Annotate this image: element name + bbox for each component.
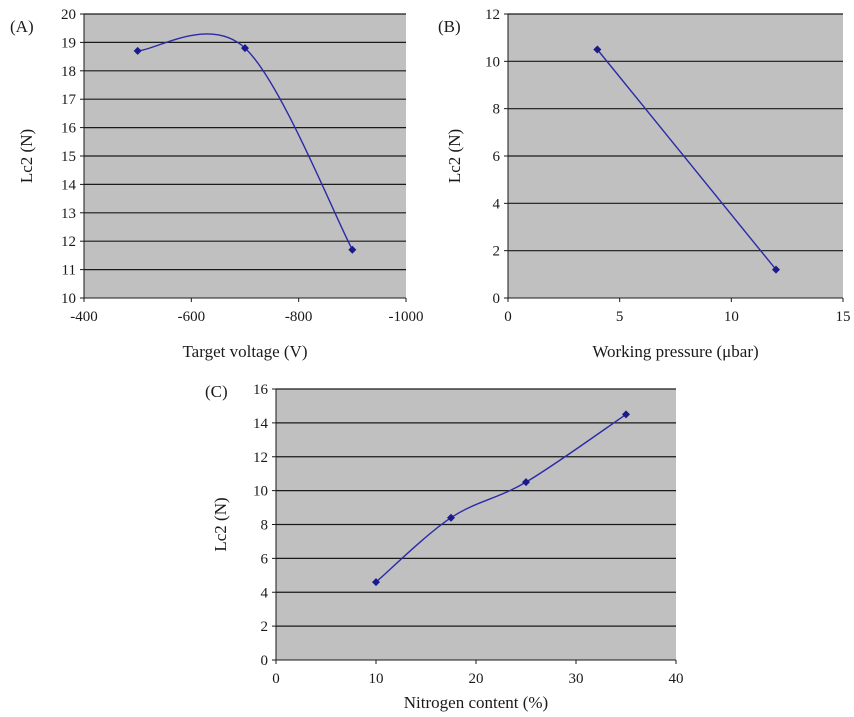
x-tick-label: 30 — [569, 671, 584, 687]
x-tick-label: 40 — [669, 671, 684, 687]
y-tick-label: 15 — [61, 149, 76, 165]
y-tick-label: 14 — [253, 416, 269, 432]
data-point — [348, 245, 357, 254]
x-tick-label: 5 — [616, 309, 624, 325]
y-tick-label: 12 — [485, 7, 500, 23]
y-tick-label: 11 — [62, 263, 76, 279]
y-tick-label: 12 — [253, 450, 268, 466]
data-point — [133, 46, 142, 55]
y-tick-label: 10 — [253, 484, 268, 500]
y-tick-label: 16 — [61, 121, 77, 137]
x-axis-title: Working pressure (μbar) — [592, 342, 758, 361]
series-line — [137, 33, 353, 251]
x-tick-label: -800 — [285, 309, 313, 325]
y-tick-label: 8 — [261, 518, 269, 534]
y-tick-label: 20 — [61, 7, 76, 23]
y-tick-label: 14 — [61, 177, 77, 193]
panel-label: (B) — [438, 17, 461, 36]
y-tick-label: 12 — [61, 234, 76, 250]
panel-label: (A) — [10, 17, 34, 36]
y-tick-label: 2 — [493, 244, 501, 260]
y-tick-label: 10 — [485, 54, 500, 70]
chart-panel-a: 10 11 12 13 14 15 16 17 18 19 20 -400 -600 -800 -1000 T… — [10, 7, 424, 361]
data-point — [447, 513, 455, 522]
y-axis-title: Lc2 (N) — [445, 129, 464, 183]
data-point — [241, 44, 249, 53]
x-tick-label: 10 — [724, 309, 739, 325]
y-tick-label: 8 — [493, 102, 501, 118]
y-tick-label: 6 — [493, 149, 501, 165]
chart-panel-c: 0 2 4 6 8 10 12 14 16 0 10 20 30 40 Nitrogen content (… — [205, 382, 684, 712]
data-point — [622, 410, 630, 419]
y-tick-label: 4 — [493, 196, 501, 212]
y-tick-label: 10 — [61, 291, 76, 307]
y-axis-title: Lc2 (N) — [17, 129, 36, 183]
data-point — [372, 578, 380, 587]
x-axis-title: Nitrogen content (%) — [404, 693, 548, 712]
y-tick-label: 17 — [61, 92, 77, 108]
x-tick-label: -600 — [178, 309, 206, 325]
y-tick-label: 4 — [261, 585, 269, 601]
x-axis-title: Target voltage (V) — [182, 342, 307, 361]
x-tick-label: 0 — [504, 309, 512, 325]
x-tick-label: 20 — [469, 671, 484, 687]
x-tick-label: 15 — [836, 309, 851, 325]
y-tick-label: 6 — [261, 551, 269, 567]
series-line — [596, 49, 777, 271]
panel-label: (C) — [205, 382, 228, 401]
y-tick-label: 13 — [61, 206, 76, 222]
y-tick-label: 16 — [253, 382, 269, 398]
y-tick-label: 18 — [61, 64, 76, 80]
x-tick-label: -400 — [70, 309, 98, 325]
y-tick-label: 19 — [61, 35, 76, 51]
series-line — [375, 413, 627, 583]
data-point — [522, 478, 530, 487]
data-point — [593, 45, 602, 54]
y-tick-label: 0 — [493, 291, 501, 307]
chart-panel-b: 0 2 4 6 8 10 12 0 5 10 15 Working pressure (μbar) Lc… — [438, 7, 851, 361]
x-tick-label: 10 — [369, 671, 384, 687]
y-axis-title: Lc2 (N) — [211, 497, 230, 551]
x-tick-label: -1000 — [389, 309, 424, 325]
data-point — [772, 265, 780, 274]
y-tick-label: 0 — [261, 653, 269, 669]
y-tick-label: 2 — [261, 619, 269, 635]
x-tick-label: 0 — [272, 671, 280, 687]
